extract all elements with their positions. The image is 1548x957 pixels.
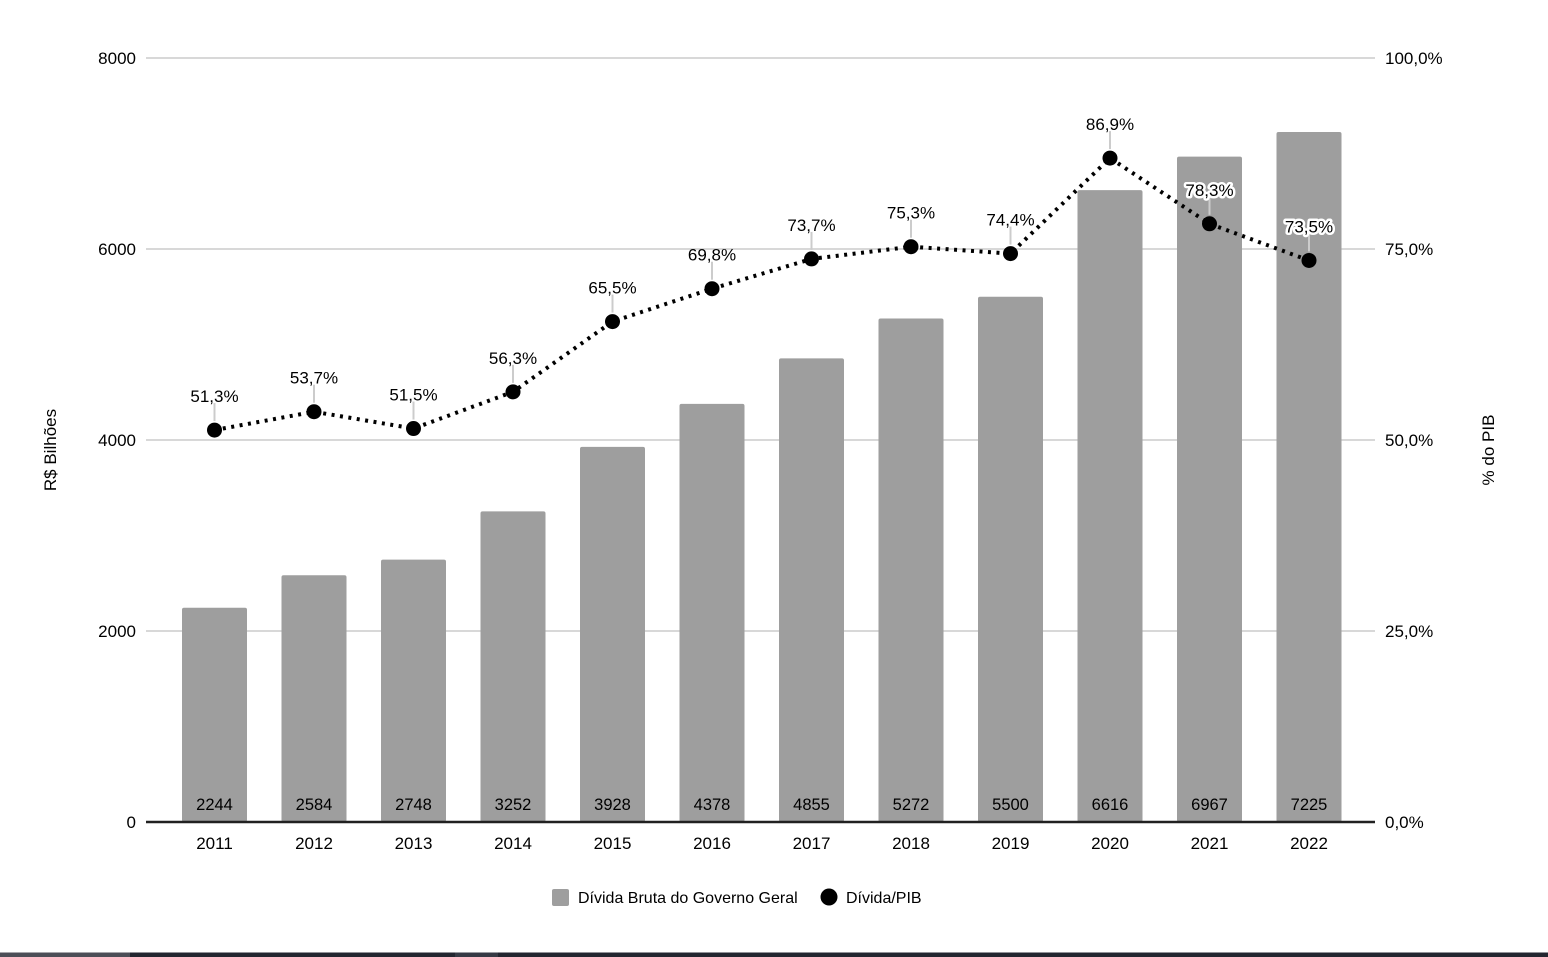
- legend-label-divida-bruta[interactable]: Dívida Bruta do Governo Geral: [578, 890, 798, 907]
- bar-2017[interactable]: [779, 358, 844, 822]
- x-tick-label-2012: 2012: [295, 834, 333, 853]
- bar-value-label-2011: 2244: [196, 796, 233, 814]
- left-axis-title: R$ Bilhões: [41, 409, 60, 491]
- right-axis-tick-50,0%: 50,0%: [1385, 431, 1433, 450]
- x-tick-label-2020: 2020: [1091, 834, 1129, 853]
- point-label-2022: 73,5%: [1285, 217, 1333, 236]
- x-tick-label-2022: 2022: [1290, 834, 1328, 853]
- bar-2014[interactable]: [480, 511, 546, 822]
- line-point-2017[interactable]: [804, 251, 819, 267]
- bar-2016[interactable]: [679, 403, 745, 822]
- bar-value-label-2020: 6616: [1092, 796, 1129, 814]
- bar-2011[interactable]: [182, 607, 247, 822]
- left-axis-tick-2000: 2000: [98, 622, 136, 641]
- point-label-2018: 75,3%: [887, 204, 935, 223]
- point-label-2021: 78,3%: [1185, 181, 1233, 200]
- left-axis-tick-8000: 8000: [98, 49, 136, 68]
- right-axis-title: % do PIB: [1479, 415, 1498, 486]
- point-label-2011: 51,3%: [190, 387, 238, 406]
- point-label-2013: 51,5%: [389, 386, 437, 405]
- right-axis-tick-75,0%: 75,0%: [1385, 240, 1433, 259]
- bar-value-label-2013: 2748: [395, 796, 432, 814]
- point-label-2017: 73,7%: [787, 216, 835, 235]
- bar-2021[interactable]: [1177, 156, 1242, 823]
- line-point-2021[interactable]: [1202, 216, 1217, 232]
- x-tick-label-2015: 2015: [594, 834, 632, 853]
- legend-line-swatch[interactable]: [820, 888, 838, 906]
- bar-2018[interactable]: [878, 318, 944, 822]
- point-label-2015: 65,5%: [588, 279, 636, 298]
- bar-value-label-2022: 7225: [1291, 796, 1328, 814]
- right-axis-tick-100,0%: 100,0%: [1385, 49, 1443, 68]
- bar-2019[interactable]: [978, 296, 1043, 822]
- divida-pib-line: [214, 155, 1310, 433]
- line-point-2014[interactable]: [505, 384, 521, 400]
- legend-label-divida-pib[interactable]: Dívida/PIB: [846, 890, 922, 907]
- point-label-2014: 56,3%: [489, 349, 537, 368]
- line-point-2012[interactable]: [306, 404, 322, 420]
- bottom-strip-left-segment: [0, 952, 130, 957]
- bar-value-label-2016: 4378: [694, 796, 731, 814]
- line-point-2022[interactable]: [1301, 252, 1317, 268]
- x-tick-label-2011: 2011: [196, 834, 233, 853]
- right-axis-tick-0,0%: 0,0%: [1385, 813, 1424, 832]
- left-axis-tick-6000: 6000: [98, 240, 136, 259]
- line-point-2013[interactable]: [406, 421, 421, 437]
- bar-value-label-2012: 2584: [296, 796, 333, 814]
- x-tick-label-2021: 2021: [1191, 834, 1229, 853]
- left-axis-tick-0: 0: [127, 813, 136, 832]
- legend-bar-swatch[interactable]: [552, 889, 569, 906]
- line-point-2015[interactable]: [605, 314, 620, 330]
- bottom-strip-mid-segment: [455, 952, 498, 957]
- bottom-strip: [0, 952, 1548, 957]
- point-label-2020: 86,9%: [1086, 115, 1134, 134]
- bar-2020[interactable]: [1077, 190, 1143, 822]
- line-point-2011[interactable]: [207, 422, 222, 438]
- line-point-2019[interactable]: [1003, 246, 1018, 262]
- bar-value-label-2014: 3252: [495, 796, 532, 814]
- right-axis-tick-25,0%: 25,0%: [1385, 622, 1433, 641]
- x-tick-label-2018: 2018: [892, 834, 930, 853]
- bar-2013[interactable]: [381, 559, 446, 822]
- point-label-2012: 53,7%: [290, 369, 338, 388]
- x-tick-label-2019: 2019: [992, 834, 1030, 853]
- point-label-2019: 74,4%: [986, 211, 1034, 230]
- bar-value-label-2018: 5272: [893, 796, 930, 814]
- x-tick-label-2014: 2014: [494, 834, 532, 853]
- bar-value-label-2017: 4855: [793, 796, 830, 814]
- left-axis-tick-4000: 4000: [98, 431, 136, 450]
- bar-2012[interactable]: [281, 575, 347, 822]
- bar-value-label-2015: 3928: [594, 796, 631, 814]
- point-label-2016: 69,8%: [688, 246, 736, 265]
- bar-value-label-2021: 6967: [1191, 796, 1228, 814]
- x-tick-label-2013: 2013: [395, 834, 433, 853]
- bar-2015[interactable]: [580, 446, 645, 822]
- bar-2022[interactable]: [1276, 132, 1342, 822]
- x-tick-label-2017: 2017: [793, 834, 831, 853]
- bar-value-label-2019: 5500: [992, 796, 1029, 814]
- line-point-2018[interactable]: [903, 239, 919, 255]
- line-point-2020[interactable]: [1102, 150, 1118, 166]
- x-tick-label-2016: 2016: [693, 834, 731, 853]
- line-point-2016[interactable]: [704, 281, 720, 297]
